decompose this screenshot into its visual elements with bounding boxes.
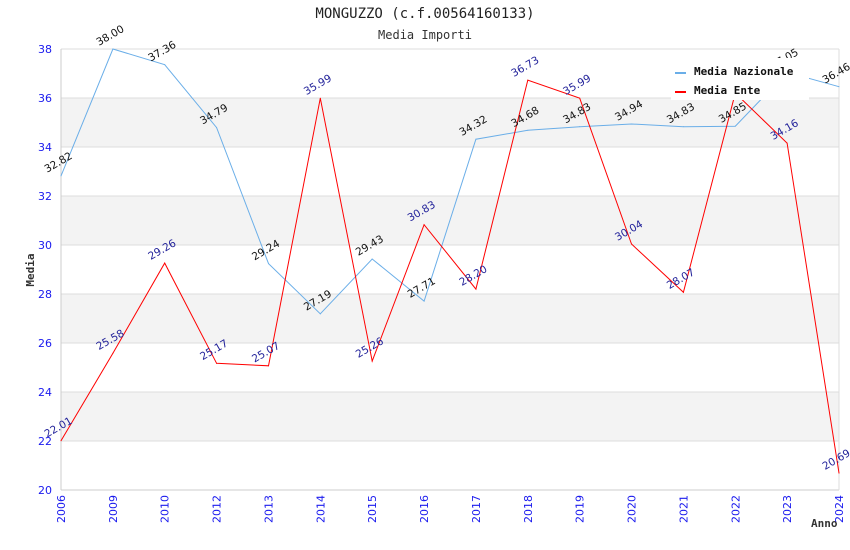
y-tick-label: 30 bbox=[38, 239, 52, 252]
data-point bbox=[527, 129, 529, 131]
legend-background bbox=[671, 58, 809, 100]
x-tick-label: 2017 bbox=[470, 495, 483, 523]
data-point bbox=[475, 138, 477, 140]
data-point bbox=[112, 352, 114, 354]
x-tick-label: 2014 bbox=[314, 495, 327, 523]
data-point bbox=[631, 123, 633, 125]
y-tick-label: 28 bbox=[38, 288, 52, 301]
grid-bands bbox=[61, 98, 839, 441]
legend-label-media-nazionale: Media Nazionale bbox=[694, 65, 794, 78]
data-point bbox=[475, 288, 477, 290]
data-point bbox=[682, 126, 684, 128]
y-tick-labels: 20 22 24 26 28 30 32 34 36 38 bbox=[38, 43, 52, 497]
x-tick-label: 2020 bbox=[626, 495, 639, 523]
y-tick-label: 22 bbox=[38, 435, 52, 448]
chart-subtitle: Media Importi bbox=[378, 28, 472, 42]
x-tick-label: 2006 bbox=[55, 495, 68, 523]
grid-band bbox=[61, 294, 839, 343]
series-line-media-nazionale bbox=[60, 48, 840, 315]
x-tick-label: 2021 bbox=[677, 495, 690, 523]
data-point bbox=[838, 86, 840, 88]
data-label-ente: 28.07 bbox=[665, 266, 697, 291]
y-tick-label: 32 bbox=[38, 190, 52, 203]
data-point bbox=[786, 142, 788, 144]
data-point bbox=[216, 127, 218, 129]
data-point bbox=[319, 97, 321, 99]
y-tick-label: 20 bbox=[38, 484, 52, 497]
y-tick-label: 26 bbox=[38, 337, 52, 350]
data-point bbox=[60, 440, 62, 442]
data-point bbox=[838, 472, 840, 474]
x-tick-label: 2019 bbox=[574, 495, 587, 523]
data-point bbox=[734, 125, 736, 127]
grid-band bbox=[61, 392, 839, 441]
grid-band bbox=[61, 98, 839, 147]
grid-lines bbox=[61, 48, 839, 491]
data-point bbox=[164, 262, 166, 264]
data-point bbox=[423, 300, 425, 302]
x-tick-label: 2009 bbox=[107, 495, 120, 523]
data-label-ente: 28.20 bbox=[457, 263, 489, 288]
data-point bbox=[579, 126, 581, 128]
series-line-media-ente bbox=[60, 79, 840, 474]
legend-label-media-ente: Media Ente bbox=[694, 84, 761, 97]
x-tick-label: 2016 bbox=[418, 495, 431, 523]
data-point bbox=[267, 365, 269, 367]
x-tick-label: 2010 bbox=[159, 495, 172, 523]
data-label-nazionale: 38.00 bbox=[94, 23, 126, 48]
data-label-ente: 25.07 bbox=[250, 340, 282, 365]
data-point bbox=[371, 360, 373, 362]
x-tick-label: 2012 bbox=[211, 495, 224, 523]
axes bbox=[60, 49, 840, 491]
data-point bbox=[371, 258, 373, 260]
data-point bbox=[319, 313, 321, 315]
y-axis-label: Media bbox=[24, 253, 37, 286]
x-tick-label: 2018 bbox=[522, 495, 535, 523]
y-tick-label: 34 bbox=[38, 141, 52, 154]
y-tick-label: 36 bbox=[38, 92, 52, 105]
x-tick-label: 2022 bbox=[729, 495, 742, 523]
x-axis-label: Anno bbox=[811, 517, 838, 530]
data-label-ente: 36.73 bbox=[509, 54, 541, 79]
data-point bbox=[527, 79, 529, 81]
data-point bbox=[631, 243, 633, 245]
data-point bbox=[682, 291, 684, 293]
data-label-nazionale: 37.36 bbox=[146, 39, 178, 65]
data-point bbox=[112, 48, 114, 50]
data-label-ente: 35.99 bbox=[561, 72, 593, 97]
data-point bbox=[267, 263, 269, 265]
x-tick-labels: 2006 2009 2010 2012 2013 2014 2015 2016 2017 2018… bbox=[55, 495, 846, 523]
legend: Media Nazionale Media Ente bbox=[671, 58, 809, 100]
data-point bbox=[579, 97, 581, 99]
data-point bbox=[423, 224, 425, 226]
y-tick-label: 24 bbox=[38, 386, 52, 399]
data-point bbox=[216, 362, 218, 364]
chart-title: MONGUZZO (c.f.00564160133) bbox=[315, 6, 534, 22]
series-lines bbox=[60, 48, 840, 474]
data-label-ente: 35.99 bbox=[302, 72, 334, 97]
x-tick-label: 2015 bbox=[366, 495, 379, 523]
x-tick-label: 2013 bbox=[262, 495, 275, 523]
x-tick-label: 2023 bbox=[781, 495, 794, 523]
y-tick-label: 38 bbox=[38, 43, 52, 56]
data-point bbox=[60, 175, 62, 177]
data-label-nazionale: 36.46 bbox=[821, 61, 850, 87]
x-tick-label: 2024 bbox=[833, 495, 846, 523]
data-point bbox=[164, 64, 166, 66]
